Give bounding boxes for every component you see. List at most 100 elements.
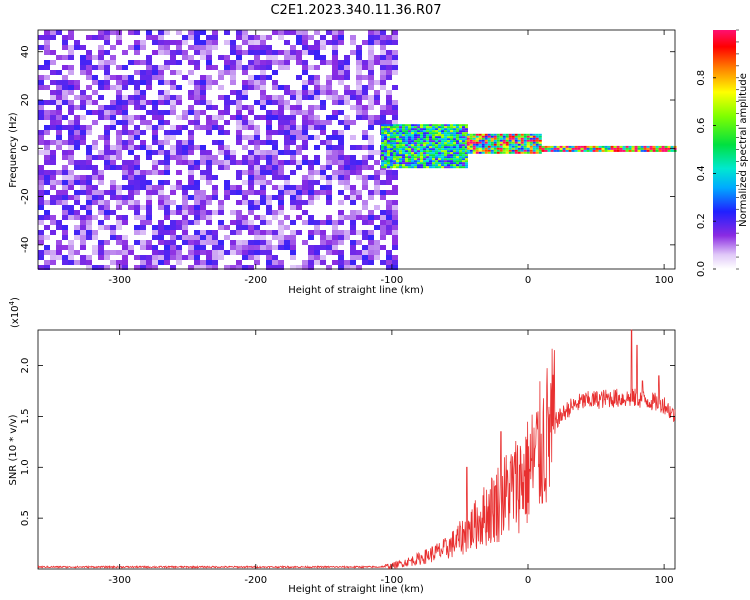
spectrogram-cell: [110, 120, 116, 125]
spectrogram-cell: [116, 185, 122, 190]
spectrogram-cell: [248, 125, 254, 130]
spectrogram-cell: [296, 190, 302, 195]
spectrogram-cell: [368, 255, 374, 260]
spectrogram-cell: [453, 140, 456, 143]
spectrogram-cell: [122, 120, 128, 125]
spectrogram-cell: [411, 162, 414, 165]
spectrogram-cell: [260, 50, 266, 55]
spectrogram-cell: [254, 230, 260, 235]
spectrogram-cell: [158, 40, 164, 45]
spectrogram-cell: [50, 80, 56, 85]
spectrogram-cell: [212, 195, 218, 200]
spectrogram-cell: [116, 250, 122, 255]
spectrogram-cell: [122, 175, 128, 180]
spectrogram-cell: [92, 145, 98, 150]
spectrogram-cell: [390, 126, 393, 129]
spectrogram-cell: [453, 162, 456, 165]
spectrogram-cell: [380, 120, 386, 125]
spectrogram-cell: [290, 55, 296, 60]
spectrogram-cell: [194, 235, 200, 240]
spectrogram-cell: [535, 151, 539, 154]
spectrogram-cell: [86, 160, 92, 165]
spectrogram-cell: [402, 144, 405, 147]
y-tick-label: 1.5: [20, 408, 31, 424]
spectrogram-cell: [344, 115, 350, 120]
spectrogram-cell: [86, 190, 92, 195]
spectrogram-cell: [478, 139, 482, 142]
spectrogram-cell: [146, 125, 152, 130]
spectrogram-cell: [152, 40, 158, 45]
y-tick-label: 2.0: [20, 358, 31, 374]
spectrogram-cell: [122, 145, 128, 150]
spectrogram-cell: [338, 200, 344, 205]
spectrogram-cell: [242, 225, 248, 230]
spectrogram-cell: [444, 126, 447, 129]
spectrogram-cell: [414, 158, 417, 161]
spectrogram-cell: [266, 65, 272, 70]
spectrogram-cell: [438, 150, 441, 153]
spectrogram-cell: [459, 150, 462, 153]
spectrogram-cell: [272, 255, 278, 260]
spectrogram-cell: [362, 85, 368, 90]
spectrogram-cell: [146, 35, 152, 40]
spectrogram-cell: [459, 144, 462, 147]
spectrogram-cell: [38, 115, 44, 120]
spectrogram-cell: [224, 225, 230, 230]
spectrogram-cell: [224, 190, 230, 195]
spectrogram-cell: [212, 40, 218, 45]
spectrogram-cell: [625, 145, 629, 148]
spectrogram-cell: [308, 260, 314, 265]
spectrogram-cell: [176, 150, 182, 155]
spectrogram-cell: [438, 136, 441, 139]
spectrogram-cell: [158, 150, 164, 155]
spectrogram-cell: [116, 120, 122, 125]
spectrogram-cell: [326, 200, 332, 205]
spectrogram-cell: [362, 175, 368, 180]
spectrogram-cell: [392, 70, 398, 75]
spectrogram-cell: [538, 149, 542, 152]
spectrogram-cell: [260, 75, 266, 80]
spectrogram-cell: [670, 145, 674, 148]
spectrogram-cell: [535, 135, 539, 138]
spectrogram-cell: [523, 149, 527, 152]
spectrogram-cell: [387, 164, 390, 167]
spectrogram-cell: [284, 40, 290, 45]
spectrogram-cell: [532, 137, 536, 140]
spectrogram-cell: [505, 137, 509, 140]
spectrogram-cell: [386, 215, 392, 220]
spectrogram-cell: [302, 210, 308, 215]
spectrogram-cell: [399, 142, 402, 145]
spectrogram-cell: [408, 124, 411, 127]
x-tick-label: -100: [381, 275, 404, 286]
spectrogram-cell: [38, 80, 44, 85]
spectrogram-cell: [390, 156, 393, 159]
spectrogram-cell: [344, 90, 350, 95]
spectrogram-cell: [62, 115, 68, 120]
spectrogram-cell: [432, 128, 435, 131]
spectrogram-cell: [326, 60, 332, 65]
spectrogram-cell: [248, 245, 254, 250]
spectrogram-cell: [314, 220, 320, 225]
spectrogram-cell: [188, 205, 194, 210]
spectrogram-cell: [423, 166, 426, 169]
spectrogram-cell: [152, 135, 158, 140]
spectrogram-cell: [206, 260, 212, 265]
x-tick-label: 0: [525, 575, 531, 586]
spectrogram-cell: [380, 215, 386, 220]
spectrogram-cell: [405, 160, 408, 163]
spectrogram-cell: [565, 149, 569, 152]
spectrogram-cell: [200, 265, 206, 270]
spectrogram-cell: [254, 250, 260, 255]
spectrogram-cell: [523, 141, 527, 144]
spectrogram-cell: [314, 30, 320, 35]
spectrogram-cell: [104, 265, 110, 270]
spectrogram-cell: [559, 149, 563, 152]
spectrogram-cell: [392, 105, 398, 110]
spectrogram-cell: [302, 45, 308, 50]
spectrogram-cell: [338, 170, 344, 175]
spectrogram-cell: [278, 100, 284, 105]
spectrogram-cell: [62, 40, 68, 45]
spectrogram-cell: [242, 145, 248, 150]
spectrogram-cell: [631, 147, 635, 150]
spectrogram-cell: [466, 145, 470, 148]
